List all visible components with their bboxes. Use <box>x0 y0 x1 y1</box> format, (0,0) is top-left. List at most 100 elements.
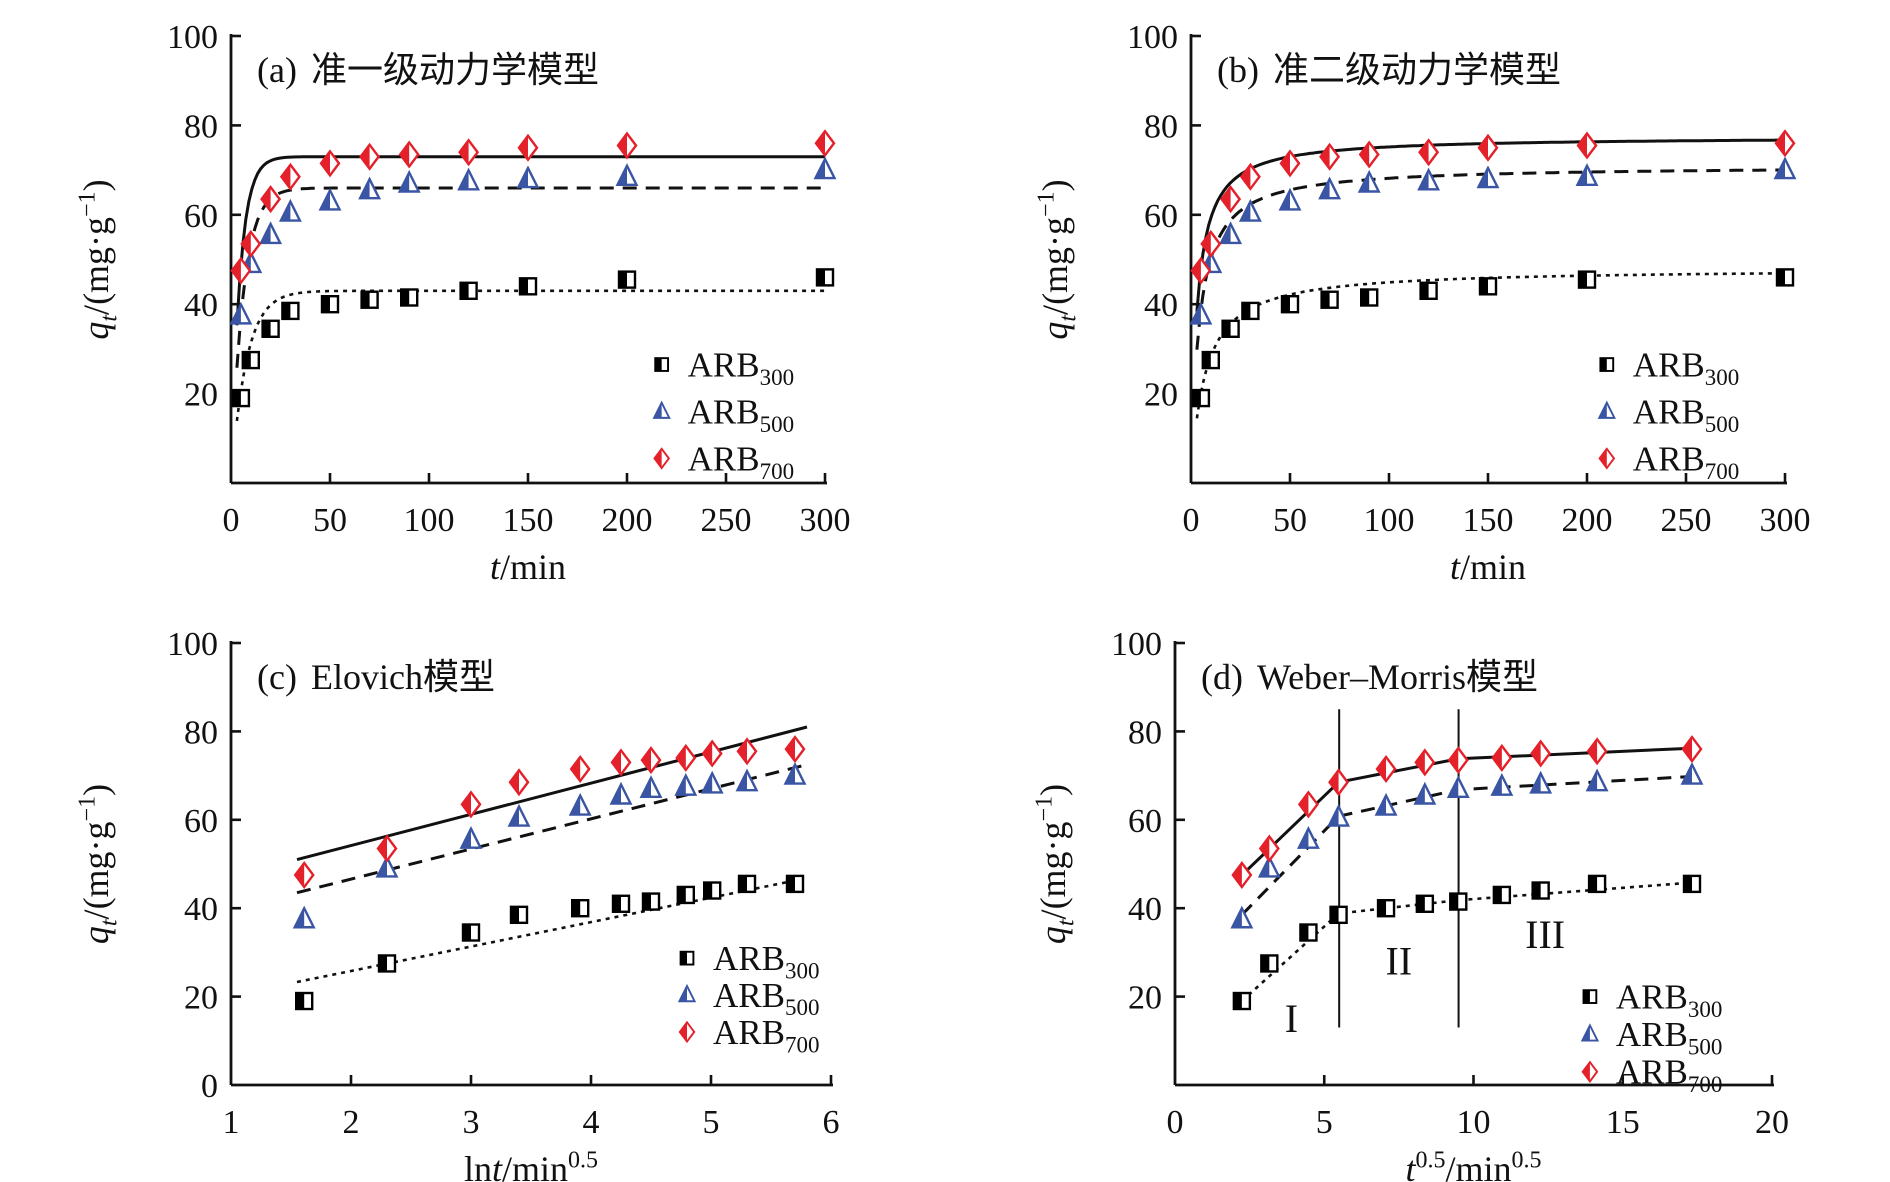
y-tick-label: 40 <box>184 287 218 324</box>
marker-half-triangle <box>677 983 697 1003</box>
marker-half-triangle <box>1597 400 1616 419</box>
marker-half-triangle <box>1680 761 1704 785</box>
x-tick-label: 200 <box>602 502 653 539</box>
marker-half-diamond <box>1491 743 1513 772</box>
marker-half-diamond <box>1581 1060 1599 1083</box>
marker-half-diamond <box>1231 861 1253 890</box>
marker-half-diamond <box>1447 746 1469 775</box>
tick-labels: 0 5 10 15 20 20 40 60 80 100 <box>1111 626 1789 1141</box>
marker-half-diamond <box>784 735 806 764</box>
marker-half-square <box>360 290 379 309</box>
marker-half-square <box>1415 894 1435 913</box>
legend-label-arb300: ARB300 <box>1633 346 1739 390</box>
marker-half-triangle <box>609 781 633 805</box>
marker-half-diamond <box>1681 735 1703 764</box>
marker-half-triangle <box>1257 854 1281 878</box>
fit-line-arb500 <box>296 763 808 895</box>
marker-half-square <box>1419 281 1438 300</box>
y-axis-label: qt/(mg·g−1) <box>1033 179 1081 339</box>
marker-half-square <box>261 319 280 338</box>
marker-half-diamond <box>293 861 315 890</box>
marker-half-diamond <box>1258 834 1280 863</box>
panel-b: 0 50 100 150 200 250 300 20 40 60 80 100 t/min qt/(mg… <box>945 0 1890 591</box>
marker-half-triangle <box>1580 1023 1600 1042</box>
fit-line-arb300 <box>1241 881 1693 1002</box>
x-tick-label: 200 <box>1562 502 1613 539</box>
marker-half-square <box>785 874 805 894</box>
marker-half-triangle <box>735 768 759 792</box>
fit-line-arb500 <box>1240 775 1693 916</box>
marker-half-triangle <box>358 176 382 200</box>
marker-half-triangle <box>1417 167 1441 191</box>
series-points-arb300 <box>1232 874 1702 1011</box>
y-tick-label: 40 <box>1144 287 1178 324</box>
marker-half-square <box>377 954 397 973</box>
x-axis-label: t/min <box>1450 547 1526 587</box>
x-tick-label: 0 <box>223 502 240 539</box>
y-tick-label: 20 <box>1144 377 1178 414</box>
marker-half-diamond <box>319 149 341 178</box>
marker-half-square <box>1682 874 1702 894</box>
marker-half-diamond <box>701 739 723 768</box>
marker-half-square <box>1376 899 1396 918</box>
series-points-arb300 <box>231 268 835 408</box>
y-axis-label: qt/(mg·g−1) <box>74 784 122 944</box>
legend-label-arb300: ARB300 <box>713 939 819 983</box>
x-axis-label: t/min <box>490 547 566 587</box>
marker-half-square <box>1280 295 1300 314</box>
region-label: III <box>1525 912 1565 957</box>
marker-half-square <box>611 894 631 913</box>
marker-half-triangle <box>1357 169 1381 193</box>
marker-half-square <box>1775 268 1795 287</box>
marker-half-square <box>737 874 757 894</box>
marker-half-square <box>1577 270 1597 289</box>
legend-label-arb700: ARB700 <box>713 1013 819 1057</box>
marker-half-diamond <box>376 834 398 863</box>
marker-half-diamond <box>1297 790 1319 819</box>
legend-label-arb700: ARB700 <box>1633 439 1739 483</box>
y-tick-label: 100 <box>167 626 218 663</box>
marker-half-diamond <box>1375 754 1397 783</box>
marker-half-triangle <box>397 169 421 193</box>
marker-half-triangle <box>1585 768 1609 792</box>
y-tick-label: 100 <box>1111 626 1162 663</box>
x-tick-label: 2 <box>343 1104 360 1141</box>
marker-half-diamond <box>1200 229 1222 258</box>
marker-half-diamond <box>616 131 638 160</box>
series-points-arb500 <box>229 156 837 325</box>
marker-half-triangle <box>457 167 481 191</box>
y-tick-label: 80 <box>1144 108 1178 145</box>
x-tick-label: 100 <box>404 502 455 539</box>
series-points-arb700 <box>230 129 836 285</box>
marker-half-diamond <box>653 447 671 470</box>
marker-half-triangle <box>1374 792 1398 816</box>
marker-half-triangle <box>1446 775 1470 799</box>
marker-half-square <box>400 288 419 307</box>
marker-half-triangle <box>652 400 671 419</box>
fit-line-arb500 <box>1195 168 1785 350</box>
y-tick-label: 80 <box>184 108 218 145</box>
marker-half-diamond <box>1530 739 1552 768</box>
marker-half-triangle <box>1238 198 1262 222</box>
marker-half-diamond <box>814 129 836 158</box>
x-axis-label: t0.5/min0.5 <box>1405 1147 1541 1182</box>
fit-line-arb700 <box>296 725 808 862</box>
marker-half-square <box>1478 277 1498 296</box>
marker-half-square <box>703 881 722 900</box>
tick-labels: 0 50 100 150 200 250 300 20 40 60 80 100 <box>1127 19 1811 539</box>
legend-label-arb700: ARB700 <box>688 439 794 483</box>
marker-half-triangle <box>278 198 302 222</box>
marker-half-triangle <box>1189 301 1213 325</box>
panel-a: 0 50 100 150 200 250 300 20 40 60 80 100 t/min qt/(mg… <box>0 0 945 591</box>
panel-title: (a) 准一级动力学模型 <box>257 50 599 90</box>
legend-label-arb500: ARB500 <box>688 392 794 436</box>
marker-half-diamond <box>1477 133 1499 162</box>
x-tick-label: 0 <box>1183 502 1200 539</box>
y-tick-label: 20 <box>1128 980 1162 1017</box>
y-tick-label: 60 <box>1144 198 1178 235</box>
tick-marks <box>232 641 833 1084</box>
series-points-arb500 <box>1230 761 1704 929</box>
marker-half-triangle <box>813 156 837 180</box>
marker-half-triangle <box>229 301 253 325</box>
